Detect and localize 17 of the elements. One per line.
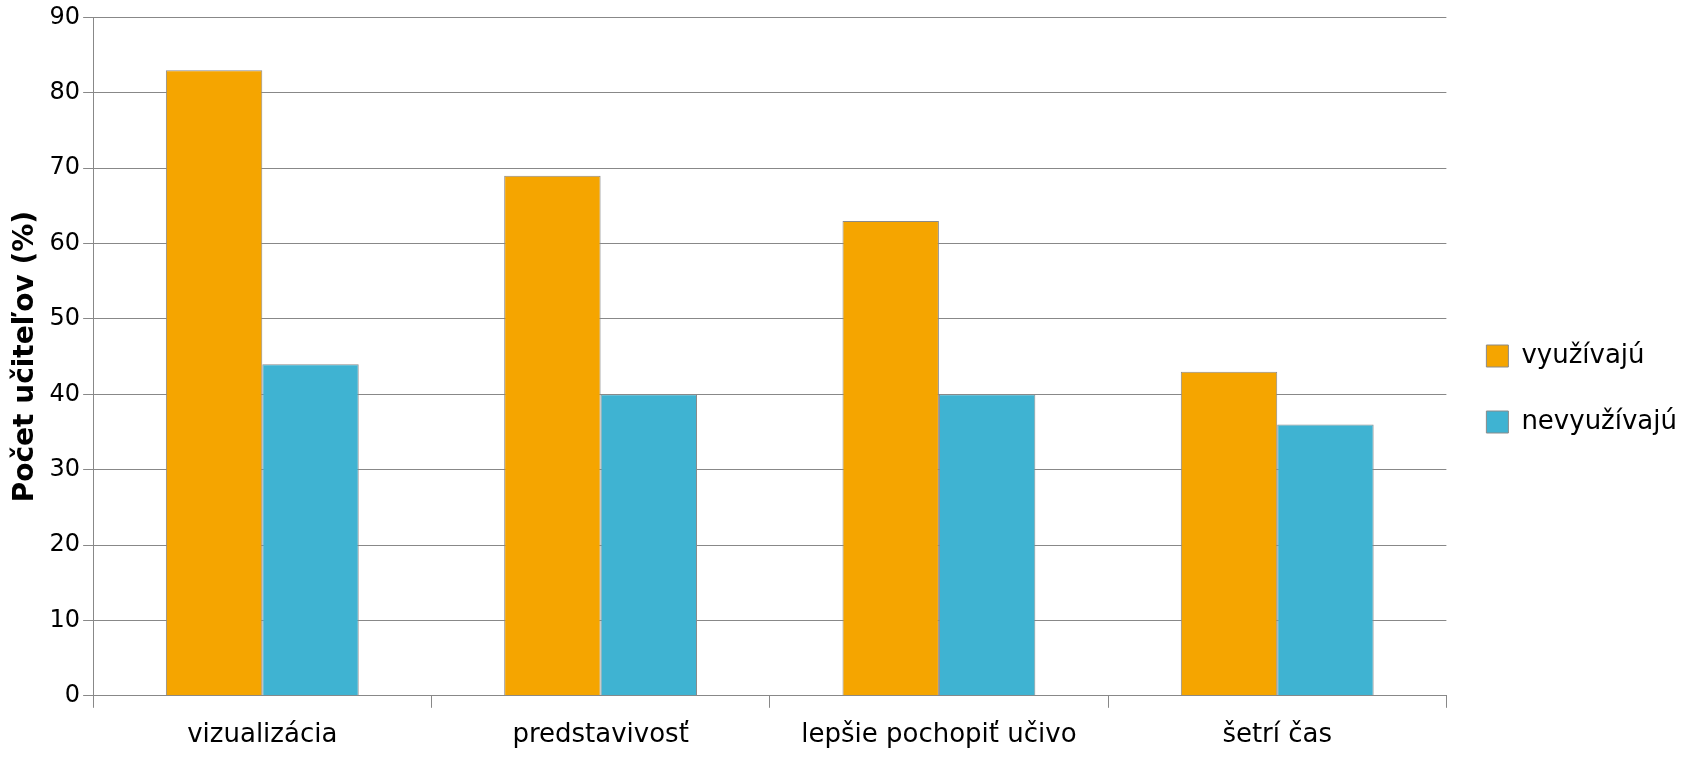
y-tick-label: 80 (49, 77, 81, 106)
y-tick-label: 20 (49, 529, 81, 558)
y-tick-label: 30 (49, 453, 81, 482)
y-tick-label: 50 (49, 303, 81, 332)
y-tick-label: 90 (49, 1, 81, 30)
y-tick-label: 0 (64, 680, 81, 709)
x-tick-label: predstavivosť (512, 718, 689, 749)
legend-label: nevyužívajú (1521, 404, 1678, 435)
y-tick-label: 60 (49, 227, 81, 256)
y-tick-label: 40 (49, 378, 81, 407)
x-tick-label: vizualizácia (187, 718, 338, 749)
x-tick-label: lepšie pochopiť učivo (801, 718, 1077, 749)
y-tick-label: 70 (49, 152, 81, 181)
y-tick-label: 10 (49, 604, 81, 633)
legend-label: využívajú (1521, 338, 1645, 369)
x-tick-label: šetrí čas (1222, 718, 1333, 749)
y-axis-title: Počet učiteľov (%) (7, 210, 41, 503)
